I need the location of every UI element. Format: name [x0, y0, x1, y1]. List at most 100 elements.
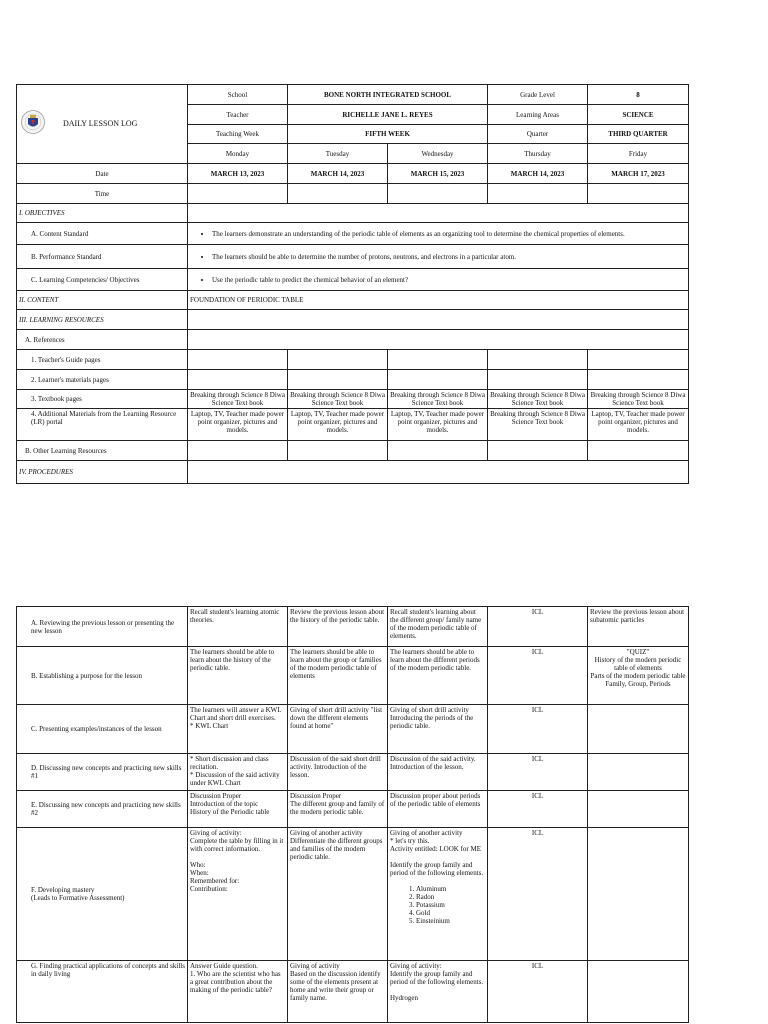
additional-label: 4. Additional Materials from the Learnin… [16, 408, 188, 441]
procedure-text: ICL [531, 648, 544, 656]
procedure-text: The learners should be able to learn abo… [190, 648, 275, 672]
procedure-text: Giving of short drill activity "list dow… [290, 706, 383, 730]
procedure-cell: ICL [487, 704, 588, 754]
procedure-cell: Discussion proper about periods of the p… [387, 790, 488, 828]
school-label: School [187, 84, 288, 105]
procedure-cell: Answer Guide question. 1. Who are the sc… [187, 960, 288, 1023]
procedure-cell: ICL [487, 960, 588, 1023]
procedure-cell: Discussion Proper The different group an… [287, 790, 388, 828]
procedure-cell [587, 753, 689, 791]
procedure-text: ICL [531, 792, 544, 800]
additional-cell: Laptop, TV, Teacher made power point org… [386, 408, 489, 441]
procedure-cell: ICL [487, 827, 588, 961]
resources-heading: III. LEARNING RESOURCES [16, 309, 188, 330]
date-cell: MARCH 17, 2023 [587, 163, 690, 184]
procedure-row: G. Finding practical applications of con… [16, 960, 689, 1023]
element-list-item: Potassium [416, 901, 485, 909]
textbook-cell: Breaking through Science 8 Diwa Science … [386, 389, 489, 409]
additional-cell: Laptop, TV, Teacher made power point org… [587, 408, 690, 441]
procedure-text: ICL [531, 829, 544, 837]
procedure-cell: Giving of short drill activity "list dow… [287, 704, 388, 754]
procedure-text: Recall student's learning atomic theorie… [190, 608, 280, 624]
procedure-cell [587, 960, 689, 1023]
date-label: Date [16, 163, 188, 184]
textbook-cell: Breaking through Science 8 Diwa Science … [187, 389, 288, 409]
procedure-cell: Discussion Proper Introduction of the to… [187, 790, 288, 828]
competencies-label: C. Learning Competencies/ Objectives [16, 268, 188, 291]
element-list-item: Einsteinium [416, 917, 485, 925]
procedure-text: Giving of short drill activity Introduci… [390, 706, 474, 730]
procedure-cell: Discussion of the said activity. Introdu… [387, 753, 488, 791]
procedure-cell: Giving of another activity Differentiate… [287, 827, 388, 961]
procedure-cell: Giving of activity Based on the discussi… [287, 960, 388, 1023]
date-cell: MARCH 14, 2023 [287, 163, 388, 184]
procedure-cell: ICL [487, 753, 588, 791]
procedure-text: ICL [531, 608, 544, 616]
procedure-cell: Giving of short drill activity Introduci… [387, 704, 488, 754]
school-value: BONE NORTH INTEGRATED SCHOOL [286, 84, 489, 105]
procedure-text: The learners should be able to learn abo… [290, 648, 382, 680]
procedure-row: B. Establishing a purpose for the lesson… [16, 646, 689, 705]
procedure-cell: The learners should be able to learn abo… [387, 646, 488, 705]
procedure-text: Recall student's learning about the diff… [390, 608, 482, 640]
other-resources-label: B. Other Learning Resources [16, 440, 188, 461]
procedures-heading: IV. PROCEDURES [16, 460, 188, 484]
procedure-cell: The learners should be able to learn abo… [187, 646, 288, 705]
week-value: FIFTH WEEK [286, 124, 489, 144]
procedure-label: G. Finding practical applications of con… [16, 960, 188, 1023]
procedure-text: Discussion Proper Introduction of the to… [190, 792, 270, 816]
element-list-item: Aluminum [416, 885, 485, 893]
procedure-text: "QUIZ" History of the modern periodic ta… [590, 648, 686, 688]
element-list: AluminumRadonPotassiumGoldEinsteinium [390, 885, 485, 925]
procedure-text: ICL [531, 962, 544, 970]
procedure-label: B. Establishing a purpose for the lesson [16, 646, 188, 705]
procedure-text: ICL [531, 755, 544, 763]
procedure-text: Giving of activity: Identify the group f… [390, 962, 484, 1002]
procedure-text: The learners should be able to learn abo… [390, 648, 480, 672]
lesson-log-header-table: DAILY LESSON LOG School BONE NORTH INTEG… [16, 84, 690, 484]
competencies: Use the periodic table to predict the ch… [212, 276, 686, 284]
performance-standard: The learners should be able to determine… [212, 253, 686, 261]
procedure-cell: Discussion of the said short drill activ… [287, 753, 388, 791]
quarter-value: THIRD QUARTER [587, 124, 690, 144]
time-cell [487, 183, 589, 204]
procedure-text: ICL [531, 706, 544, 714]
teacher-value: RICHELLE JANE L. REYES [286, 104, 489, 125]
procedure-text: Discussion Proper The different group an… [290, 792, 385, 816]
objectives-heading: I. OBJECTIVES [16, 203, 188, 223]
procedure-cell [587, 790, 689, 828]
time-cell [386, 183, 489, 204]
procedure-label: C. Presenting examples/instances of the … [16, 704, 188, 754]
textbook-cell: Breaking through Science 8 Diwa Science … [587, 389, 690, 409]
procedure-cell: ICL [487, 646, 588, 705]
procedure-text: Review the previous lesson about the his… [290, 608, 385, 624]
grade-value: 8 [587, 84, 690, 105]
content-standard-label: A. Content Standard [16, 222, 188, 245]
procedure-cell: "QUIZ" History of the modern periodic ta… [587, 646, 689, 705]
additional-cell: Laptop, TV, Teacher made power point org… [187, 408, 288, 441]
teacher-label: Teacher [187, 104, 288, 125]
date-cell: MARCH 14, 2023 [487, 163, 589, 184]
procedure-text: Discussion proper about periods of the p… [390, 792, 481, 808]
procedure-cell: Giving of activity: Identify the group f… [387, 960, 488, 1023]
day-tuesday: Tuesday [287, 143, 388, 164]
procedures-table: A. Reviewing the previous lesson or pres… [16, 606, 689, 1023]
day-thursday: Thursday [487, 143, 589, 164]
procedure-label: A. Reviewing the previous lesson or pres… [16, 606, 188, 647]
procedure-cell: The learners should be able to learn abo… [287, 646, 388, 705]
procedure-text: Giving of another activity Differentiate… [290, 829, 383, 861]
procedure-row: A. Reviewing the previous lesson or pres… [16, 606, 689, 647]
element-list-item: Radon [416, 893, 485, 901]
additional-cell: Breaking through Science 8 Diwa Science … [487, 408, 589, 441]
day-friday: Friday [587, 143, 690, 164]
procedure-label: D. Discussing new concepts and practicin… [16, 753, 188, 791]
procedure-row: D. Discussing new concepts and practicin… [16, 753, 689, 791]
procedure-text: Giving of activity: Complete the table b… [190, 829, 284, 893]
time-cell [187, 183, 288, 204]
content-heading: II. CONTENT [16, 290, 188, 310]
week-label: Teaching Week [187, 124, 288, 144]
procedure-text: Answer Guide question. 1. Who are the sc… [190, 962, 281, 994]
procedure-text: Discussion of the said short drill activ… [290, 755, 381, 779]
textbook-label: 3. Textbook pages [16, 389, 188, 409]
procedure-text: Giving of another activity * let's try t… [390, 829, 484, 877]
